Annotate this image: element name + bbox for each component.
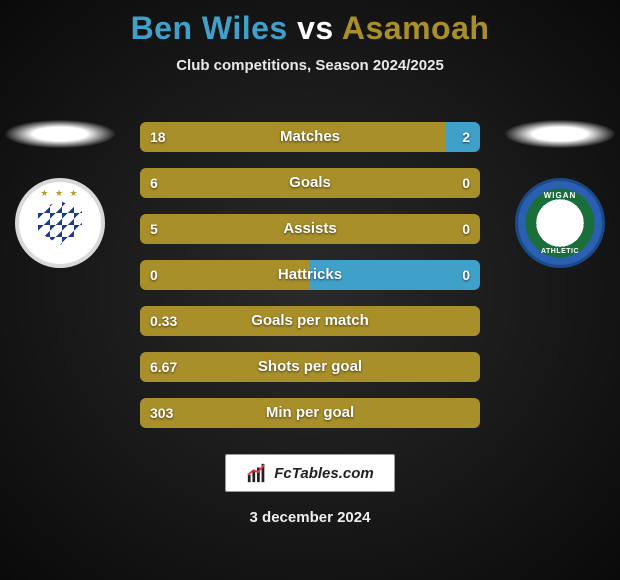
footer-site-text: FcTables.com: [274, 465, 373, 482]
club-crest-left: [15, 178, 105, 268]
ellipse-shadow-left: [5, 120, 115, 148]
club-left-area: [0, 120, 120, 268]
ellipse-shadow-right: [505, 120, 615, 148]
comparison-title: Ben Wiles vs Asamoah: [0, 0, 620, 47]
stat-label: Matches: [140, 122, 480, 152]
vs-separator: vs: [288, 10, 342, 46]
stat-row: 6.67Shots per goal: [140, 352, 480, 382]
player2-name: Asamoah: [342, 10, 490, 46]
club-right-area: [500, 120, 620, 268]
footer-site-badge: FcTables.com: [225, 454, 395, 492]
stat-row: 0.33Goals per match: [140, 306, 480, 336]
stats-bars: 182Matches 60Goals 50Assists 00Hattricks 0.3…: [140, 122, 480, 444]
stat-label: Hattricks: [140, 260, 480, 290]
club-crest-right: [515, 178, 605, 268]
chart-icon: [246, 462, 268, 484]
stat-row: 182Matches: [140, 122, 480, 152]
stat-row: 50Assists: [140, 214, 480, 244]
stat-label: Goals per match: [140, 306, 480, 336]
stat-label: Shots per goal: [140, 352, 480, 382]
stat-row: 60Goals: [140, 168, 480, 198]
footer-date: 3 december 2024: [0, 509, 620, 526]
stat-row: 303Min per goal: [140, 398, 480, 428]
player1-name: Ben Wiles: [131, 10, 288, 46]
stat-row: 00Hattricks: [140, 260, 480, 290]
stat-label: Goals: [140, 168, 480, 198]
stat-label: Min per goal: [140, 398, 480, 428]
subtitle: Club competitions, Season 2024/2025: [0, 57, 620, 74]
stat-label: Assists: [140, 214, 480, 244]
